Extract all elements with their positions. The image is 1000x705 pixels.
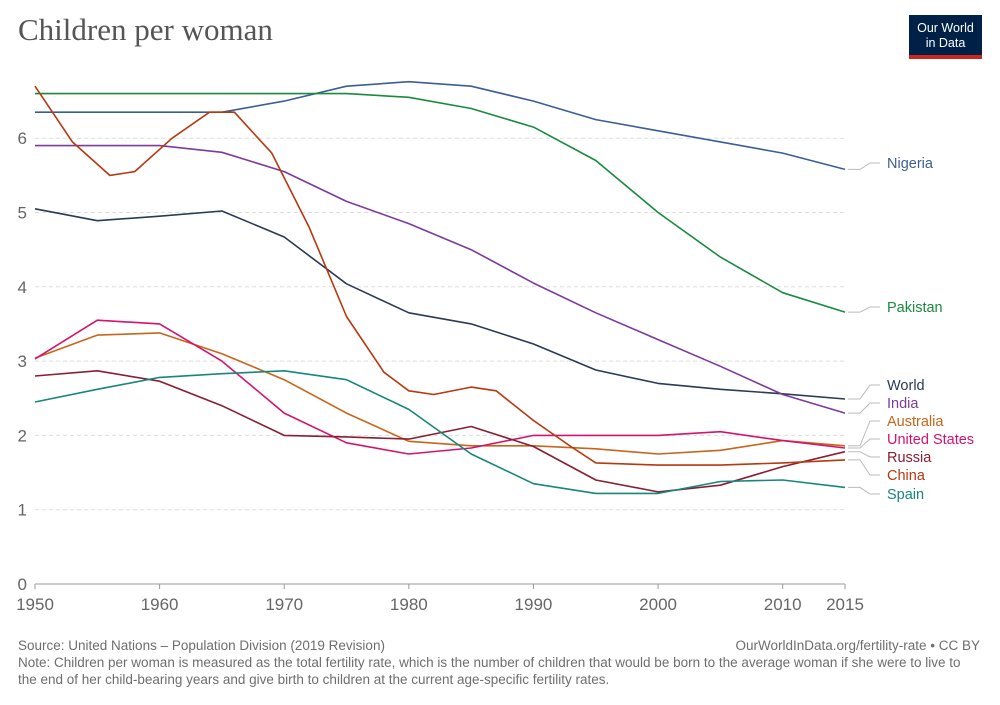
label-connector [848,486,880,495]
chart-footer: Source: United Nations – Population Divi… [18,637,980,688]
y-tick-label: 1 [18,501,27,520]
label-connector [848,306,880,313]
series-line-pakistan [35,92,846,313]
y-tick-label: 0 [18,575,27,594]
series-line-spain [34,369,846,495]
series-line-australia [34,332,846,455]
y-tick-label: 3 [18,352,27,371]
label-connector [848,384,880,400]
label-connector [848,402,880,414]
axes: 0 1 2 3 4 5 6 1950 1960 1970 1980 1990 2000 2010 2015 [16,129,864,614]
series-line-world [34,208,846,400]
label-connector [848,438,880,449]
series-label: China [887,468,926,484]
y-tick-label: 6 [18,129,27,148]
logo-accent-bar [909,55,982,59]
series-label: Russia [887,450,932,466]
series-label: United States [887,432,974,448]
series-line-india [35,144,846,414]
label-connector [848,459,880,476]
x-tick-label: 1960 [141,595,179,614]
x-tick-label: 2015 [826,595,864,614]
label-connector [848,420,880,447]
source-line: Source: United Nations – Population Divi… [18,637,980,654]
x-tick-label: 1980 [390,595,428,614]
credit-text[interactable]: OurWorldInData.org/fertility-rate • CC B… [735,638,980,653]
series-line-china [34,85,846,466]
chart-title: Children per woman [18,12,273,47]
series-line-united-states [34,319,846,455]
series-label: India [887,396,919,412]
logo-line-2: in Data [925,36,966,50]
series-line-nigeria [35,80,846,171]
series-lines [34,80,846,495]
x-tick-label: 1950 [16,595,54,614]
label-connector [848,451,880,458]
source-text[interactable]: Source: United Nations – Population Divi… [18,638,385,653]
note-text: Note: Children per woman is measured as … [18,655,961,687]
gridlines [35,137,845,511]
series-label: Australia [887,414,944,430]
x-tick-label: 1970 [265,595,303,614]
owid-logo[interactable]: Our World in Data [909,15,982,59]
logo-line-1: Our World [917,21,974,35]
series-label: World [887,378,925,394]
x-tick-label: 1990 [515,595,553,614]
x-tick-label: 2000 [639,595,677,614]
y-tick-label: 5 [18,204,27,223]
y-tick-label: 2 [18,426,27,445]
series-line-russia [34,369,846,493]
x-tick-label: 2010 [764,595,802,614]
series-label: Spain [887,487,924,503]
series-label: Nigeria [887,156,934,172]
label-connector [848,162,880,170]
y-tick-label: 4 [18,278,27,297]
series-label: Pakistan [887,300,943,316]
series-labels: Nigeria Pakistan World India Australia United… [848,156,974,503]
